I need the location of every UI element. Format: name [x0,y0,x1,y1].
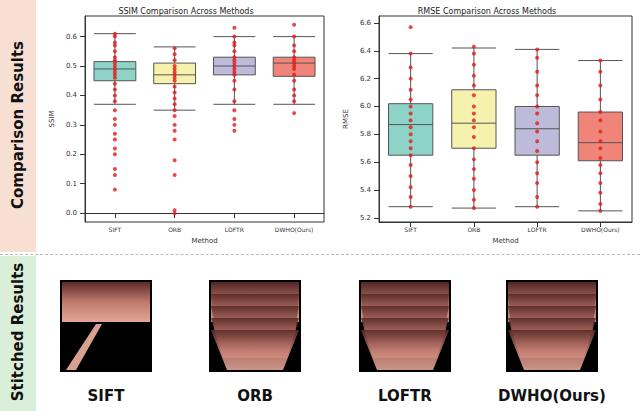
svg-text:LOFTR: LOFTR [528,226,547,233]
svg-text:RMSE Comparison Across Methods: RMSE Comparison Across Methods [418,7,556,16]
svg-text:DWHO(Ours): DWHO(Ours) [581,226,620,233]
svg-text:6.2: 6.2 [360,75,371,83]
svg-text:ORB: ORB [168,226,181,233]
svg-text:SIFT: SIFT [109,226,122,233]
html-text:Comparison Results: Comparison Results [9,41,27,209]
svg-text:6.0: 6.0 [360,102,371,110]
svg-text:DWHO(Ours): DWHO(Ours) [275,226,314,233]
svg-text:LOFTR: LOFTR [225,226,244,233]
svg-text:0.2: 0.2 [66,150,77,158]
svg-text:SSIM Comparison Across Methods: SSIM Comparison Across Methods [118,7,253,16]
svg-text:0.5: 0.5 [66,62,77,70]
html-text:Stitched Results: Stitched Results [9,262,27,402]
html-text:ORB: ORB [237,387,273,405]
svg-text:Method: Method [191,237,217,245]
svg-text:0.0: 0.0 [66,209,77,217]
svg-text:5.8: 5.8 [360,130,371,138]
svg-text:0.1: 0.1 [66,180,77,188]
svg-text:6.6: 6.6 [360,19,372,27]
svg-text:0.4: 0.4 [66,91,78,99]
svg-text:0.3: 0.3 [66,121,77,129]
html-text:DWHO(Ours): DWHO(Ours) [498,387,606,405]
svg-text:RMSE: RMSE [342,109,350,129]
html-text:SIFT: SIFT [87,387,125,405]
svg-text:0.6: 0.6 [66,33,78,41]
svg-text:SSIM: SSIM [48,111,56,128]
svg-text:SIFT: SIFT [404,226,417,233]
svg-text:5.4: 5.4 [360,186,372,194]
svg-text:6.4: 6.4 [360,47,372,55]
html-text:LOFTR: LOFTR [378,387,432,405]
svg-text:5.6: 5.6 [360,158,372,166]
svg-text:5.2: 5.2 [360,214,371,222]
svg-text:ORB: ORB [467,226,480,233]
svg-text:Method: Method [492,237,518,245]
